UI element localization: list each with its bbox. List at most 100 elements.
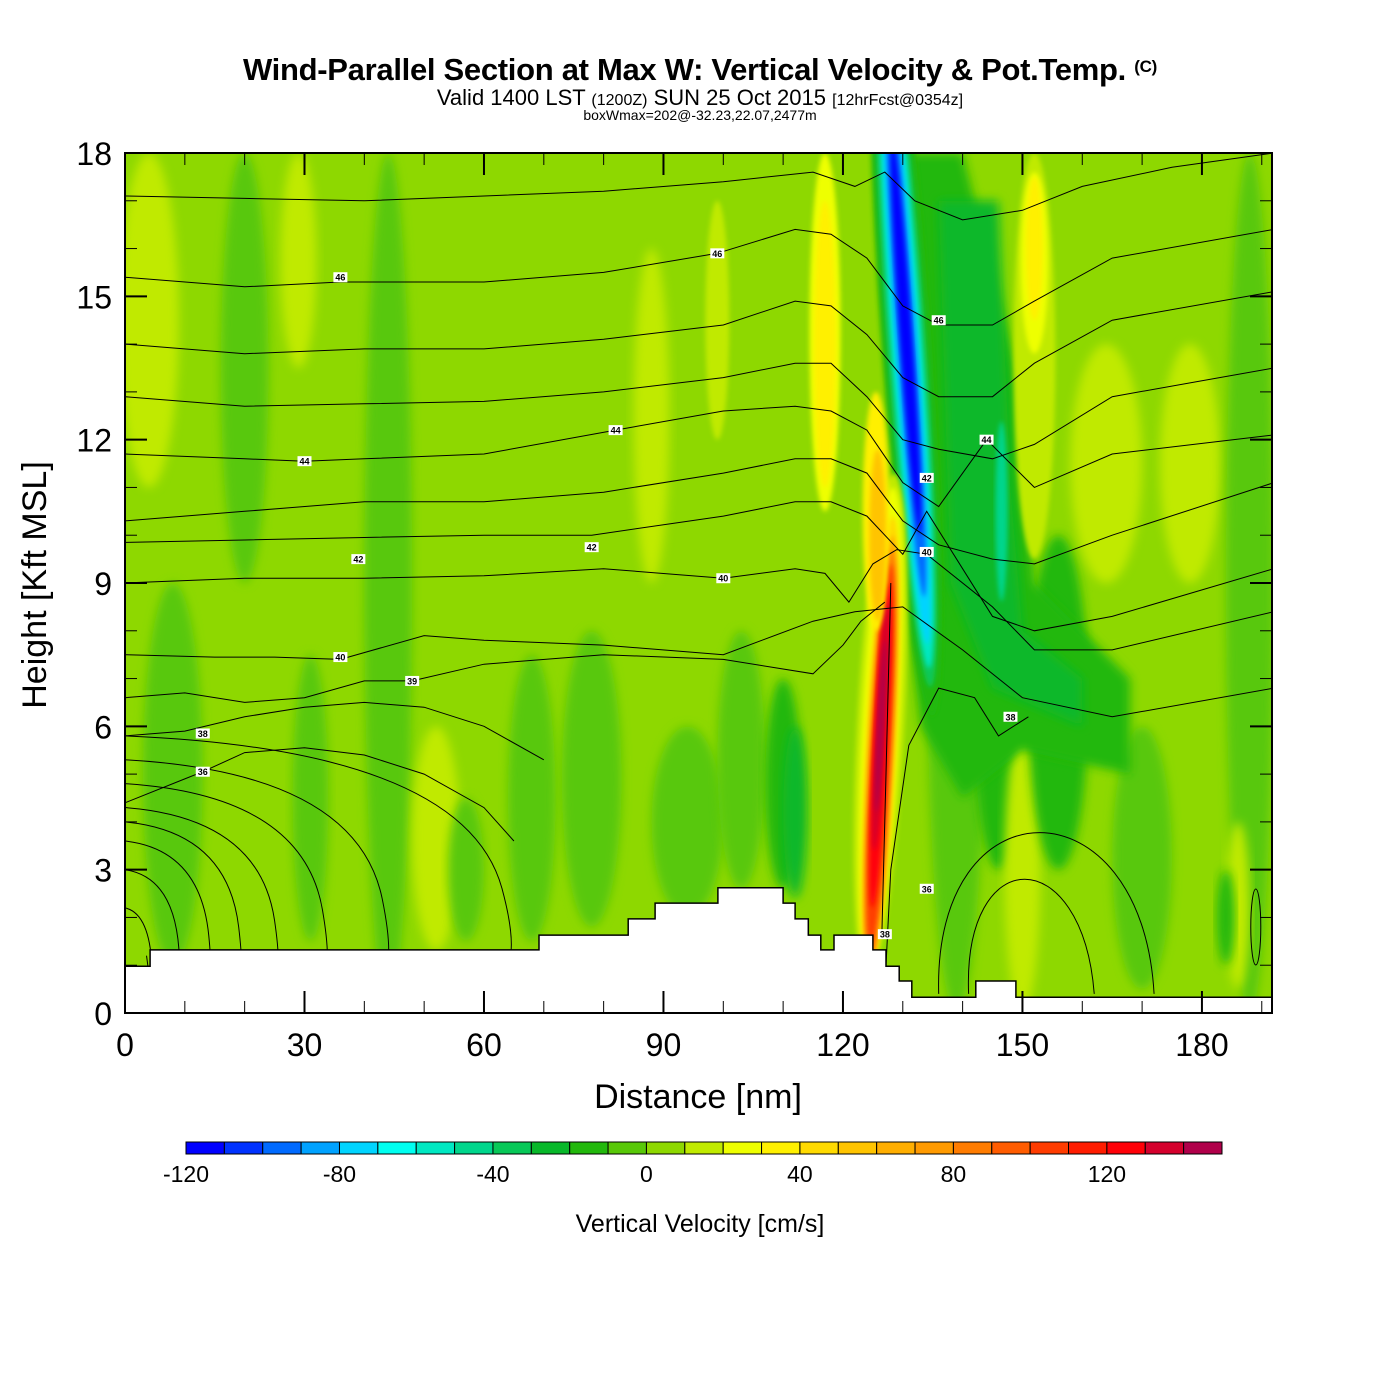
colorbar-segment bbox=[991, 1141, 1031, 1155]
contour-label-box bbox=[333, 272, 348, 283]
contour-label: 40 bbox=[716, 573, 731, 584]
colorbar-segment bbox=[1106, 1141, 1146, 1155]
theta-contour bbox=[881, 582, 892, 937]
colorbar-segment bbox=[1029, 1141, 1070, 1155]
contour-label: 42 bbox=[919, 472, 934, 483]
field-band bbox=[292, 654, 329, 942]
x-tick-label: 150 bbox=[996, 1027, 1049, 1063]
colorbar-segment bbox=[492, 1141, 532, 1155]
x-tick-label: 90 bbox=[646, 1027, 682, 1063]
contour-label: 44 bbox=[297, 456, 312, 467]
colorbar-segment bbox=[530, 1141, 571, 1155]
field-downdraft-east bbox=[995, 421, 1008, 602]
theta-contour bbox=[125, 153, 1272, 221]
contour-label-box bbox=[333, 652, 348, 663]
theta-contour bbox=[125, 228, 1272, 326]
contour-label-text: 42 bbox=[587, 543, 597, 553]
field-band bbox=[142, 583, 203, 966]
contour-label-text: 44 bbox=[299, 457, 309, 467]
x-tick-label: 30 bbox=[287, 1027, 323, 1063]
y-tick-label: 9 bbox=[94, 566, 112, 602]
contour-label-text: 38 bbox=[1005, 712, 1015, 722]
field-band bbox=[651, 726, 724, 918]
colorbar-segment bbox=[338, 1141, 379, 1155]
contour-label-box bbox=[716, 573, 731, 584]
field-band bbox=[1160, 344, 1220, 583]
contour-label-text: 46 bbox=[712, 249, 722, 259]
terrain-outline bbox=[125, 887, 1272, 998]
contour-label: 40 bbox=[919, 546, 934, 557]
field-band bbox=[1070, 344, 1143, 583]
velocity-field bbox=[125, 153, 1272, 1013]
theta-contour bbox=[125, 291, 1272, 398]
theta-contour bbox=[968, 878, 1095, 994]
field-band bbox=[507, 654, 556, 942]
y-axis-title: Height [Kft MSL] bbox=[16, 461, 54, 709]
contour-label-box bbox=[877, 929, 892, 940]
colorbar-segment bbox=[377, 1141, 417, 1155]
colorbar-segment bbox=[645, 1141, 686, 1155]
contour-label-box bbox=[351, 554, 366, 565]
contour-label: 38 bbox=[1003, 711, 1018, 722]
field-band bbox=[561, 630, 622, 928]
theta-contour bbox=[1250, 888, 1262, 966]
field-band bbox=[1112, 726, 1173, 990]
copyright-mark: (C) bbox=[1134, 57, 1157, 76]
contour-label-box bbox=[919, 883, 934, 894]
contour-label-text: 36 bbox=[922, 884, 932, 894]
colorbar-segment bbox=[722, 1141, 763, 1155]
chart-title: Wind-Parallel Section at Max W: Vertical… bbox=[0, 52, 1400, 88]
contour-label-text: 42 bbox=[353, 555, 363, 565]
boxwmax-info: boxWmax=202@-32.23,22.07,2477m bbox=[583, 107, 817, 123]
x-tick-label: 0 bbox=[116, 1027, 134, 1063]
contour-labels: 46 46 46 44 44 44 42 42 42 40 40 40 39 38 36 38 36 38 bbox=[195, 248, 1018, 940]
colorbar-segment bbox=[1183, 1141, 1223, 1155]
contour-label-box bbox=[979, 434, 994, 445]
y-tick-label: 3 bbox=[94, 853, 112, 889]
colorbar-segment bbox=[415, 1141, 456, 1155]
theta-contour bbox=[125, 501, 1272, 632]
field-band bbox=[412, 726, 461, 951]
colorbar-segment bbox=[569, 1141, 609, 1155]
field-band bbox=[220, 153, 269, 583]
colorbar-tick-label: 80 bbox=[941, 1161, 967, 1187]
chart-subtitle: Valid 1400 LST (1200Z) SUN 25 Oct 2015 [… bbox=[0, 86, 1400, 113]
field-band bbox=[280, 153, 317, 368]
contour-label-box bbox=[195, 766, 210, 777]
contour-label: 46 bbox=[333, 272, 348, 283]
contour-label-box bbox=[608, 425, 623, 436]
contour-label-text: 40 bbox=[335, 653, 345, 663]
field-updraft-upper bbox=[705, 200, 730, 440]
theta-contour bbox=[125, 601, 886, 703]
field-band bbox=[448, 798, 484, 942]
colorbar-segment bbox=[454, 1141, 494, 1155]
colorbar-segment bbox=[262, 1141, 302, 1155]
colorbar-segment bbox=[799, 1141, 839, 1155]
field-band bbox=[783, 726, 808, 899]
contour-label-box bbox=[931, 315, 946, 326]
colorbar-segment bbox=[300, 1141, 340, 1155]
theta-contour bbox=[125, 606, 1272, 718]
contour-label-box bbox=[710, 248, 725, 259]
contour-label-text: 44 bbox=[611, 426, 621, 436]
contour-label-text: 38 bbox=[198, 729, 208, 739]
valid-time: Valid 1400 LST bbox=[436, 85, 586, 110]
field-band bbox=[125, 153, 179, 488]
colorbar-tick-label: -80 bbox=[323, 1161, 356, 1187]
contour-label-text: 40 bbox=[718, 574, 728, 584]
contour-label-text: 44 bbox=[982, 435, 992, 445]
contour-label-box bbox=[195, 728, 210, 739]
y-tick-label: 6 bbox=[94, 709, 112, 745]
colorbar-segment bbox=[223, 1141, 264, 1155]
colorbar-segment bbox=[607, 1141, 647, 1155]
contour-label: 46 bbox=[931, 315, 946, 326]
contour-label-box bbox=[297, 456, 312, 467]
contour-label: 36 bbox=[919, 883, 934, 894]
colorbar-tick-label: -120 bbox=[163, 1161, 209, 1187]
terrain bbox=[125, 887, 1272, 1013]
contour-label-box bbox=[584, 542, 599, 553]
y-tick-label: 0 bbox=[94, 996, 112, 1032]
colorbar-segment bbox=[876, 1141, 916, 1155]
colorbar-title: Vertical Velocity [cm/s] bbox=[576, 1210, 825, 1238]
